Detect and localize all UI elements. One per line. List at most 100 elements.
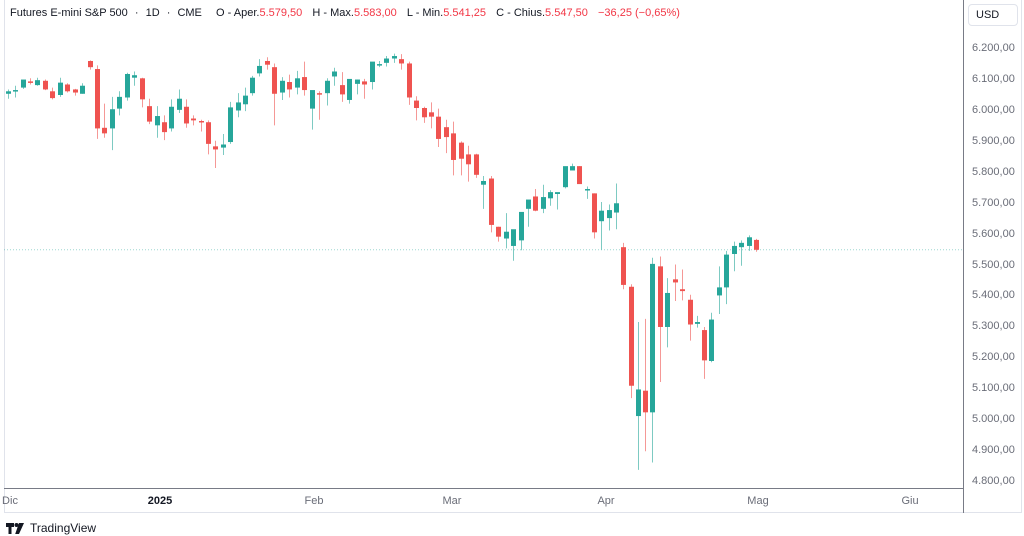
chart-frame <box>4 0 1022 513</box>
price-tick: 5.600,00 <box>972 227 1015 240</box>
candle-down <box>43 79 48 91</box>
candle-down <box>673 264 678 301</box>
candle-up <box>13 85 18 98</box>
tradingview-brand[interactable]: TradingView <box>6 521 96 535</box>
candle-down <box>317 91 322 120</box>
candle-up <box>177 89 182 113</box>
candle-up <box>228 101 233 144</box>
time-tick: Mag <box>747 495 769 507</box>
price-tick: 6.000,00 <box>972 103 1015 116</box>
candle-down <box>272 63 277 126</box>
candle-up <box>21 79 26 89</box>
candle-down <box>88 60 93 70</box>
candle-up <box>6 89 11 99</box>
candle-up <box>325 78 330 106</box>
candle-down <box>754 238 759 252</box>
price-tick: 6.200,00 <box>972 42 1015 54</box>
candle-down <box>436 108 441 147</box>
candle-down <box>287 74 292 98</box>
candle-up <box>695 315 700 328</box>
candle-up <box>280 77 285 100</box>
price-axis[interactable]: USD 6.200,00 6.100,00 6.000,00 5.900,00 5.80… <box>963 0 1022 513</box>
time-tick: Mar <box>442 495 462 507</box>
candle-up <box>504 213 509 249</box>
time-axis[interactable]: Dic 2025 Feb Mar Apr Mag Giu <box>2 488 963 513</box>
price-tick: 5.900,00 <box>972 134 1015 147</box>
chart-pane[interactable] <box>4 0 963 488</box>
candle-up <box>132 71 137 86</box>
interval[interactable]: 1D <box>145 7 160 19</box>
candle-up <box>250 75 255 96</box>
candle-down <box>206 120 211 155</box>
candle-up <box>724 250 729 305</box>
candle-up <box>35 77 40 86</box>
candle-down <box>302 61 307 96</box>
price-tick: 5.300,00 <box>972 320 1015 333</box>
candle-up <box>481 176 486 209</box>
candle-down <box>102 103 107 138</box>
brand-name: TradingView <box>30 521 97 535</box>
candle-down <box>147 98 152 125</box>
candle-up <box>310 90 315 130</box>
candle-down <box>592 193 597 239</box>
candle-down <box>50 87 55 100</box>
candle-down <box>199 119 204 132</box>
candle-down <box>429 102 434 129</box>
exchange: CME <box>177 7 202 19</box>
candle-up <box>555 192 560 210</box>
candle-down <box>407 61 412 105</box>
low-value: 5.541,25 <box>443 7 487 19</box>
candle-up <box>614 183 619 230</box>
time-tick: Apr <box>597 495 615 507</box>
high-value: 5.583,00 <box>353 7 397 19</box>
candle-down <box>643 318 648 452</box>
candle-up <box>221 133 226 156</box>
open-label: O - Aper. <box>216 7 260 19</box>
candle-down <box>340 72 345 102</box>
candle-up <box>585 186 590 199</box>
price-tick: 5.200,00 <box>972 351 1015 364</box>
candle-down <box>489 176 494 233</box>
candle-up <box>570 163 575 171</box>
low-label: L - Min. <box>406 7 444 19</box>
candle-up <box>392 53 397 63</box>
candle-up <box>169 99 174 132</box>
symbol-name[interactable]: Futures E-mini S&P 500 <box>10 7 128 19</box>
candle-down <box>702 326 707 379</box>
currency-button[interactable]: USD <box>968 4 1018 26</box>
candle-down <box>265 57 270 70</box>
candle-up <box>347 78 352 104</box>
candle-up <box>80 83 85 94</box>
price-tick: 4.800,00 <box>972 475 1015 487</box>
open-value: 5.579,50 <box>259 7 303 19</box>
price-tick: 5.400,00 <box>972 289 1015 302</box>
time-tick: 2025 <box>147 495 173 507</box>
price-tick: 5.100,00 <box>972 382 1015 395</box>
candle-down <box>213 140 218 169</box>
candle-up <box>541 184 546 214</box>
candle-up <box>747 235 752 251</box>
candle-down <box>496 226 501 242</box>
candle-down <box>422 106 427 123</box>
symbol-legend: Futures E-mini S&P 500 · 1D · CME O - Ap… <box>10 7 680 19</box>
candle-up <box>377 60 382 68</box>
candle-down <box>680 269 685 301</box>
candle-up <box>548 190 553 206</box>
candle-down <box>466 145 471 182</box>
candle-up <box>384 56 389 67</box>
candle-up <box>236 93 241 118</box>
candle-up <box>332 67 337 86</box>
candle-up <box>739 240 744 266</box>
candle-down <box>658 256 663 383</box>
candle-down <box>362 78 367 99</box>
candle-up <box>665 278 670 348</box>
tradingview-logo-icon <box>6 522 24 534</box>
candle-up <box>563 166 568 189</box>
candle-down <box>451 121 456 176</box>
candle-up <box>717 266 722 314</box>
candle-down <box>191 115 196 126</box>
candle-down <box>162 115 167 141</box>
candle-down <box>95 65 100 139</box>
candle-up <box>650 257 655 463</box>
candle-down <box>28 78 33 85</box>
